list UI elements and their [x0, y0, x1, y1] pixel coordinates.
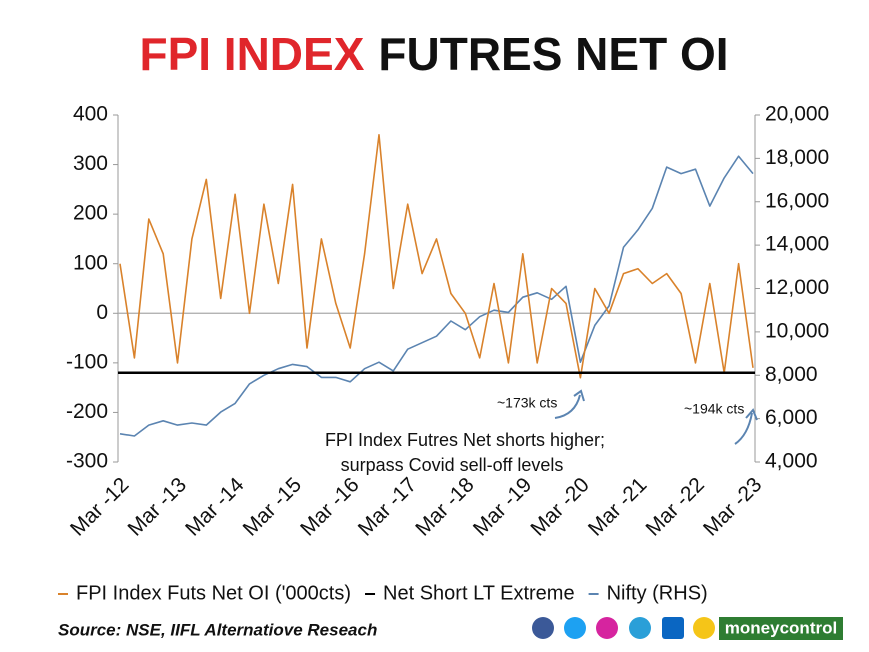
legend: FPI Index Futs Net OI ('000cts) Net Short…: [58, 582, 708, 604]
y2-tick-label: 8,000: [765, 363, 818, 386]
legend-label: Nifty (RHS): [607, 582, 708, 604]
y2-tick-label: 12,000: [765, 276, 829, 299]
y2-tick-label: 18,000: [765, 146, 829, 169]
annotation: ~173k cts: [497, 395, 557, 411]
y2-tick-label: 20,000: [765, 103, 829, 126]
annotation: ~194k cts: [684, 401, 744, 417]
y2-tick-label: 6,000: [765, 406, 818, 429]
annotation: FPI Index Futres Net shorts higher;: [325, 430, 605, 450]
y-tick-label: -300: [66, 450, 108, 473]
y-tick-label: -100: [66, 350, 108, 373]
icon: [629, 617, 651, 639]
title-rest: FUTRES NET OI: [378, 28, 728, 80]
annotation-arrow-head: [745, 408, 758, 421]
icon: [564, 617, 586, 639]
y2-tick-label: 14,000: [765, 233, 829, 256]
icon: [662, 617, 684, 639]
icon: [532, 617, 554, 639]
y-tick-label: 100: [73, 251, 108, 274]
series-line: [119, 155, 754, 437]
source: Source: NSE, IIFL Alternatiove Reseach: [58, 620, 377, 639]
y2-tick-label: 10,000: [765, 319, 829, 342]
series-line: [119, 134, 754, 379]
y-tick-label: 200: [73, 202, 108, 225]
chart-title: FPI INDEX FUTRES NET OI: [139, 28, 728, 80]
annotation-arrow-head: [573, 389, 585, 402]
social-icons: [532, 617, 715, 639]
y-tick-label: 400: [73, 103, 108, 126]
annotation-arrow: [554, 394, 581, 419]
brand: moneycontrol: [725, 618, 837, 637]
y-tick-label: 0: [96, 301, 108, 324]
title-highlight: FPI INDEX: [139, 28, 364, 80]
y2-tick-label: 4,000: [765, 450, 818, 473]
annotation-arrow: [734, 412, 753, 445]
icon: [596, 617, 618, 639]
brand-badge: [719, 617, 843, 640]
y-tick-label: 300: [73, 152, 108, 175]
legend-label: Net Short LT Extreme: [383, 582, 575, 604]
icon: [693, 617, 715, 639]
y-tick-label: -200: [66, 400, 108, 423]
y2-tick-label: 16,000: [765, 189, 829, 212]
annotation: surpass Covid sell-off levels: [341, 455, 564, 475]
legend-label: FPI Index Futs Net OI ('000cts): [76, 582, 351, 604]
